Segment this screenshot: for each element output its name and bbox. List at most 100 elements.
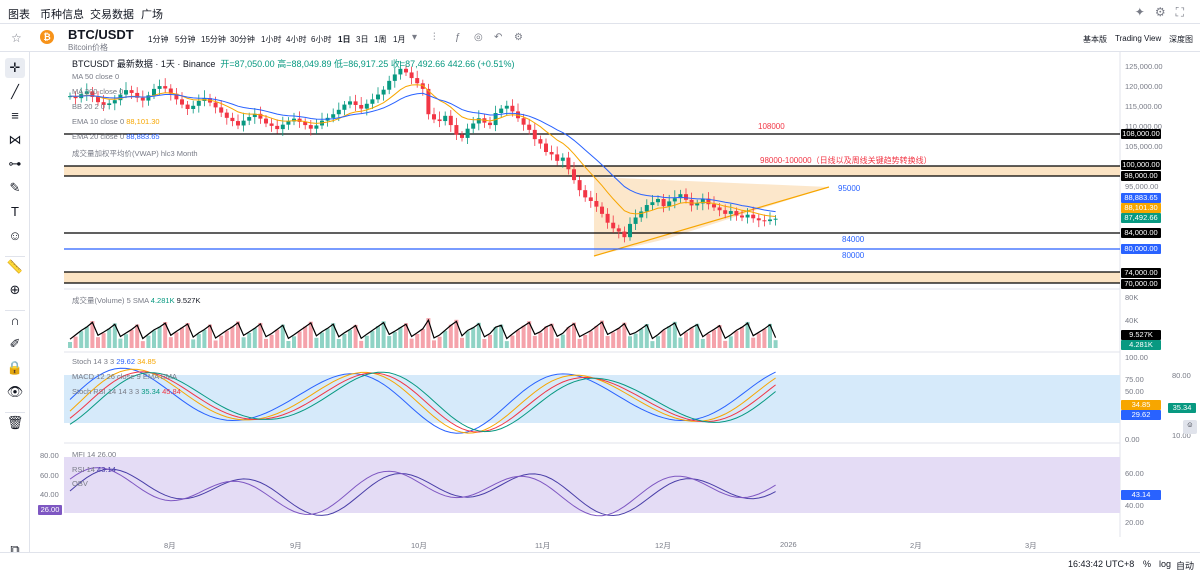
- annotation-80000: 80000: [842, 251, 865, 260]
- macd-legend[interactable]: MACD 12 26 close 9 EMA EMA: [72, 372, 178, 381]
- crosshair-icon[interactable]: ✛: [5, 58, 25, 78]
- tab-coin-info[interactable]: 币种信息: [40, 9, 84, 21]
- symbol-subtitle: Bitcoin价格: [68, 43, 109, 52]
- rsi-band: [64, 457, 1120, 513]
- interval-1m[interactable]: 1分钟: [148, 35, 169, 44]
- time-label: 11月: [535, 541, 551, 550]
- chart-type-icon[interactable]: ⫶: [433, 32, 436, 43]
- indicators-icon[interactable]: ƒ: [455, 32, 461, 43]
- fib-icon[interactable]: ≡: [11, 108, 19, 123]
- symbol-name[interactable]: BTC/USDT: [68, 27, 134, 42]
- volume-bar: [297, 331, 302, 348]
- zoom-icon[interactable]: ⊕: [9, 282, 21, 297]
- volume-bar: [124, 334, 128, 348]
- rsi-legend[interactable]: RSI 14 43.14: [72, 465, 116, 474]
- magnet-icon[interactable]: ∩: [5, 310, 25, 330]
- log-toggle[interactable]: log: [1159, 559, 1172, 569]
- stoch-rsi-legend[interactable]: Stoch RSI 14 14 3 3 35.34 45.84: [72, 387, 181, 396]
- tab-trading-data[interactable]: 交易数据: [90, 9, 134, 21]
- volume-bar: [174, 332, 179, 348]
- candle-body: [560, 157, 565, 161]
- ruler-icon[interactable]: 📏: [5, 256, 25, 276]
- legend-bb[interactable]: BB 20 2 0: [72, 102, 105, 111]
- interval-1w[interactable]: 1周: [374, 35, 387, 44]
- candle-body: [432, 114, 436, 120]
- candle-body: [773, 218, 778, 220]
- volume-bar: [700, 338, 705, 348]
- candle-body: [314, 125, 319, 129]
- volume-bar: [230, 326, 235, 348]
- candle-body: [465, 128, 470, 138]
- legend-ma50[interactable]: MA 50 close 0: [72, 72, 120, 81]
- legend-ema20[interactable]: EMA 20 close 0 88,883.65: [72, 132, 160, 141]
- volume-bar: [560, 334, 565, 348]
- volume-bar: [236, 321, 240, 348]
- annotation-98000-100000: 98000-100000（日线以及周线关键趋势转换线）: [760, 156, 932, 165]
- interval-30m[interactable]: 30分钟: [230, 35, 255, 44]
- legend-ma200[interactable]: MA 200 close 0: [72, 87, 124, 96]
- candle-body: [577, 180, 582, 191]
- robot-icon[interactable]: ☺: [1183, 420, 1197, 434]
- candle-body: [196, 100, 201, 106]
- volume-bar: [381, 321, 386, 348]
- interval-1h[interactable]: 1小时: [261, 35, 282, 44]
- volume-bar: [320, 332, 324, 348]
- volume-bar: [185, 323, 190, 348]
- auto-toggle[interactable]: 自动: [1176, 561, 1195, 571]
- chevron-down-icon[interactable]: ▾: [412, 32, 418, 43]
- emoji-icon[interactable]: ☺: [8, 228, 22, 243]
- candle-body: [443, 115, 448, 122]
- volume-bar: [516, 330, 520, 348]
- pattern-icon[interactable]: ⋈: [8, 132, 22, 147]
- price-tag-98k: 98,000.00: [1121, 171, 1161, 181]
- volume-bar: [314, 337, 319, 348]
- obv-legend[interactable]: OBV: [72, 479, 88, 488]
- camera-icon[interactable]: ◎: [474, 32, 483, 43]
- eye-icon[interactable]: 👁: [6, 384, 24, 399]
- interval-1M[interactable]: 1月: [393, 35, 406, 44]
- volume-bar: [644, 324, 649, 348]
- settings-icon[interactable]: ⚙: [514, 32, 523, 43]
- text-icon[interactable]: T: [11, 204, 19, 219]
- interval-1d[interactable]: 1日: [338, 35, 351, 44]
- favorite-star-icon[interactable]: ☆: [11, 31, 22, 45]
- tab-square[interactable]: 广场: [141, 9, 163, 21]
- legend-ema10[interactable]: EMA 10 close 0 88,101.30: [72, 117, 160, 126]
- volume-bar: [583, 334, 588, 348]
- rsi-line: [69, 468, 776, 517]
- view-basic[interactable]: 基本版: [1083, 35, 1107, 44]
- volume-bar: [426, 318, 431, 348]
- volume-bar: [672, 321, 677, 348]
- volume-bar: [538, 332, 543, 348]
- trend-line-icon[interactable]: ╱: [11, 84, 19, 99]
- layers-icon[interactable]: ⧉: [10, 542, 20, 557]
- stoch-legend[interactable]: Stoch 14 3 3 29.62 34.85: [72, 357, 156, 366]
- main-chart[interactable]: [34, 52, 1162, 552]
- view-depth[interactable]: 深度图: [1169, 35, 1193, 44]
- volume-legend[interactable]: 成交量(Volume) 5 SMA 4.281K 9.527K: [72, 296, 201, 305]
- lock-drawing-icon[interactable]: ✐: [9, 336, 21, 351]
- volume-bar: [269, 334, 274, 348]
- top-right-icons[interactable]: ✦⚙⛶: [1135, 5, 1194, 20]
- trash-icon[interactable]: 🗑: [5, 412, 25, 432]
- interval-15m[interactable]: 15分钟: [201, 35, 226, 44]
- percent-toggle[interactable]: %: [1143, 559, 1152, 569]
- candle-body: [616, 228, 621, 232]
- interval-4h[interactable]: 4小时: [286, 35, 307, 44]
- view-tradingview[interactable]: Trading View: [1115, 34, 1162, 43]
- lock-icon[interactable]: 🔒: [6, 360, 24, 375]
- undo-icon[interactable]: ↶: [494, 32, 503, 43]
- mfi-legend[interactable]: MFI 14 26.00: [72, 450, 117, 459]
- brush-icon[interactable]: ✎: [9, 180, 21, 195]
- projection-icon[interactable]: ⊶: [8, 156, 22, 171]
- legend-vwap[interactable]: 成交量加权平均价(VWAP) hlc3 Month: [72, 149, 198, 158]
- volume-bar: [544, 326, 548, 348]
- volume-bar: [208, 324, 212, 348]
- interval-5m[interactable]: 5分钟: [175, 35, 196, 44]
- candle-body: [264, 118, 268, 124]
- price-axis-label: 115,000.00: [1125, 102, 1162, 111]
- volume-bar: [112, 323, 117, 348]
- interval-6h[interactable]: 6小时: [311, 35, 332, 44]
- candle-body: [140, 97, 145, 101]
- interval-3d[interactable]: 3日: [356, 35, 369, 44]
